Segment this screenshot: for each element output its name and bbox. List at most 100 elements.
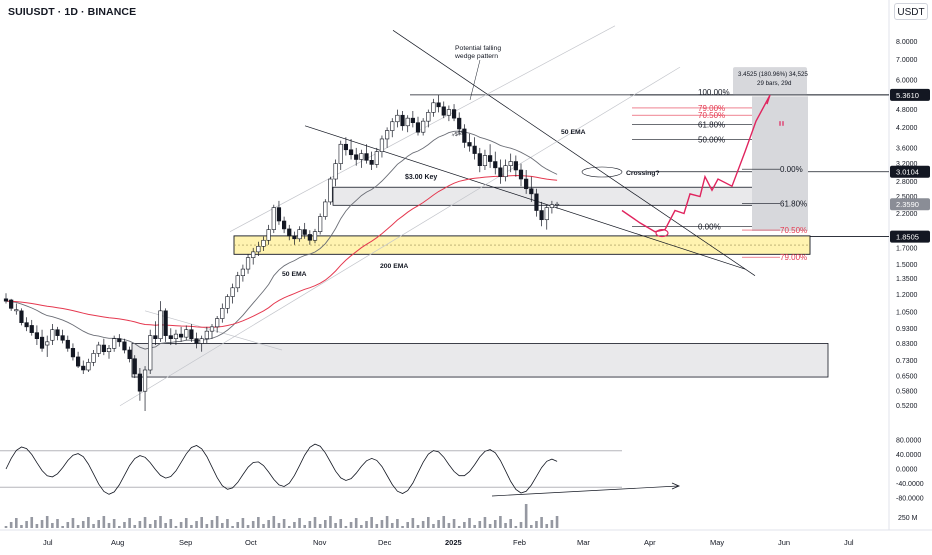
volume-bar bbox=[303, 525, 306, 528]
candle-body bbox=[209, 326, 215, 332]
candle-body bbox=[524, 178, 529, 190]
key-zone-rect bbox=[332, 186, 776, 206]
candle-body bbox=[348, 149, 354, 156]
volume-bar bbox=[452, 519, 456, 528]
osc-tick-label: 0.0000 bbox=[896, 467, 918, 474]
candle-body bbox=[173, 333, 179, 339]
volume-bar bbox=[87, 517, 90, 528]
candle-body bbox=[256, 246, 261, 253]
arrow-head bbox=[766, 94, 771, 105]
wedge-pointer bbox=[469, 59, 481, 101]
volume-bar bbox=[324, 520, 327, 528]
volume-bar bbox=[473, 525, 476, 528]
volume-bar bbox=[200, 517, 203, 528]
candle-body bbox=[215, 318, 220, 328]
candle-body bbox=[446, 109, 452, 116]
candle-body bbox=[451, 109, 457, 119]
key-label: $3.00 Key bbox=[405, 174, 437, 181]
candle-body bbox=[261, 239, 266, 247]
candle-body bbox=[426, 112, 431, 122]
volume-bar bbox=[154, 520, 157, 528]
ema-200-line bbox=[5, 174, 558, 328]
volume-bar bbox=[267, 520, 270, 528]
price-tick-label: 1.3500 bbox=[896, 276, 918, 283]
volume-bar bbox=[313, 517, 317, 528]
candle-body bbox=[554, 203, 560, 206]
volume-bar bbox=[4, 526, 8, 528]
candle-body bbox=[60, 335, 65, 341]
candle-body bbox=[235, 275, 240, 289]
candle-body bbox=[307, 234, 312, 241]
candle-body bbox=[199, 338, 204, 344]
volume-bar bbox=[514, 526, 518, 528]
price-tick-label: 1.5000 bbox=[896, 262, 918, 269]
time-tick-label: Dec bbox=[378, 538, 392, 547]
candle-body bbox=[534, 193, 539, 211]
volume-bar bbox=[478, 521, 482, 528]
volume-bar bbox=[293, 522, 296, 528]
candle-body bbox=[117, 338, 122, 343]
projected-path bbox=[621, 94, 771, 233]
candle-body bbox=[518, 169, 524, 180]
candle-body bbox=[405, 117, 410, 127]
fib-upper-label: 79.00% bbox=[698, 104, 725, 113]
time-tick-label: Jun bbox=[778, 538, 790, 547]
price-tick-label: 1.0500 bbox=[896, 310, 918, 317]
time-tick-label: May bbox=[710, 538, 724, 547]
candle-body bbox=[251, 251, 256, 258]
candle-body bbox=[86, 362, 91, 371]
osc-arrow-head bbox=[671, 482, 681, 490]
candle-body bbox=[3, 298, 9, 302]
currency-button[interactable]: USDT bbox=[894, 3, 928, 20]
candle-body bbox=[544, 207, 549, 221]
volume-bar bbox=[226, 519, 229, 528]
price-tag bbox=[890, 230, 930, 243]
candle-body bbox=[24, 322, 29, 328]
measure-text-1: 3.4525 (180.96%) 34,525 bbox=[738, 71, 808, 78]
price-tick-label: 2.2000 bbox=[896, 211, 918, 218]
sss-label: +$$$ bbox=[451, 130, 464, 139]
volume-bar bbox=[442, 516, 446, 528]
price-tick-label: 4.2000 bbox=[896, 125, 918, 132]
volume-bar bbox=[550, 520, 554, 528]
price-tag-label: 3.0104 bbox=[896, 168, 919, 177]
volume-bar bbox=[427, 517, 430, 528]
price-tick-label: 6.0000 bbox=[896, 77, 918, 84]
candle-body bbox=[498, 167, 503, 178]
time-tick-label: 2025 bbox=[445, 538, 462, 547]
volume-bar bbox=[318, 524, 322, 528]
candle-body bbox=[421, 120, 426, 133]
candle-body bbox=[276, 207, 282, 222]
volume-bar bbox=[20, 525, 23, 528]
volume-bar bbox=[411, 518, 415, 528]
candle-body bbox=[359, 153, 364, 160]
volume-bar bbox=[159, 516, 162, 528]
price-tag bbox=[890, 198, 930, 211]
volume-bar bbox=[107, 523, 111, 528]
wedge-upper-line bbox=[392, 30, 756, 276]
volume-bar bbox=[468, 518, 471, 528]
channel-line-2 bbox=[119, 66, 681, 407]
candle-body bbox=[9, 299, 14, 309]
volume-bar bbox=[66, 522, 70, 528]
candle-body bbox=[462, 128, 467, 143]
candle-body bbox=[508, 161, 513, 166]
volume-bar bbox=[205, 524, 209, 528]
volume-bar bbox=[92, 524, 95, 528]
time-tick-label: Feb bbox=[513, 538, 526, 547]
candle-body bbox=[240, 268, 246, 276]
volume-bar bbox=[148, 524, 152, 528]
candle-body bbox=[503, 165, 508, 178]
candle-body bbox=[493, 161, 498, 169]
candle-body bbox=[101, 344, 106, 353]
wedge-label-1: Potential falling bbox=[455, 45, 501, 52]
volume-bar bbox=[251, 521, 255, 528]
volume-bar bbox=[385, 516, 389, 528]
volume-bar bbox=[365, 521, 368, 528]
candle-body bbox=[343, 143, 349, 151]
candle-body bbox=[292, 235, 297, 240]
candle-body bbox=[529, 188, 534, 195]
volume-bar bbox=[447, 523, 451, 528]
measure-label-box bbox=[733, 67, 807, 96]
